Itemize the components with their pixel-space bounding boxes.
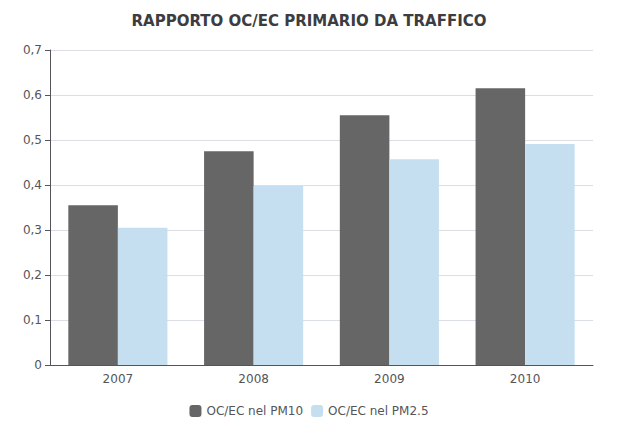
svg-text:0,5: 0,5 xyxy=(23,133,42,147)
svg-text:0,1: 0,1 xyxy=(23,313,42,327)
svg-text:0,2: 0,2 xyxy=(23,268,42,282)
svg-text:0,3: 0,3 xyxy=(23,223,42,237)
svg-text:OC/EC nel PM2.5: OC/EC nel PM2.5 xyxy=(328,404,428,418)
svg-text:0,6: 0,6 xyxy=(23,88,42,102)
svg-text:0: 0 xyxy=(34,358,42,372)
svg-text:2007: 2007 xyxy=(103,372,134,386)
svg-text:2008: 2008 xyxy=(238,372,269,386)
svg-text:RAPPORTO OC/EC PRIMARIO DA TRA: RAPPORTO OC/EC PRIMARIO DA TRAFFICO xyxy=(132,12,487,30)
svg-text:OC/EC nel PM10: OC/EC nel PM10 xyxy=(206,404,303,418)
svg-text:0,7: 0,7 xyxy=(23,43,42,57)
svg-text:2009: 2009 xyxy=(374,372,405,386)
svg-text:2010: 2010 xyxy=(510,372,541,386)
svg-text:0,4: 0,4 xyxy=(23,178,42,192)
